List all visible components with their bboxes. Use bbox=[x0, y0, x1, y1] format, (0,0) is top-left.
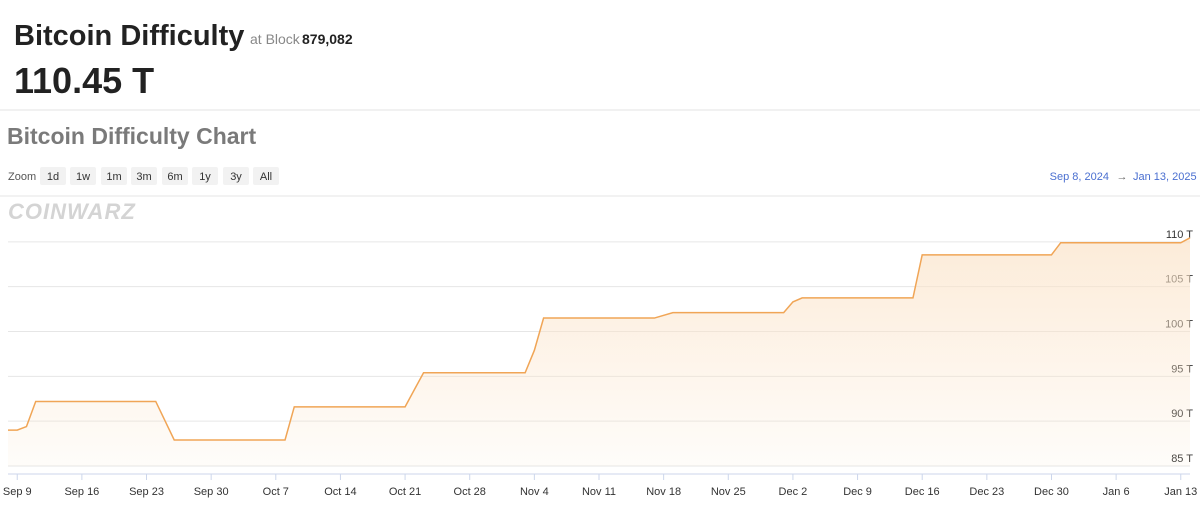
zoom-button[interactable] bbox=[162, 167, 188, 185]
zoom-button[interactable] bbox=[101, 167, 127, 185]
block-number: 879,082 bbox=[302, 31, 353, 47]
x-tick-label: Nov 18 bbox=[646, 486, 681, 498]
x-tick-label: Sep 9 bbox=[3, 486, 32, 498]
x-tick-label: Sep 30 bbox=[194, 486, 229, 498]
page-title: Bitcoin Difficulty bbox=[14, 20, 244, 52]
zoom-button[interactable] bbox=[192, 167, 218, 185]
x-tick-label: Sep 16 bbox=[64, 486, 99, 498]
difficulty-value: 110.45 T bbox=[14, 60, 154, 101]
zoom-button-label[interactable]: 1m bbox=[106, 171, 121, 183]
x-tick-label: Oct 21 bbox=[389, 486, 421, 498]
zoom-button-label[interactable]: 1d bbox=[47, 171, 59, 183]
zoom-button[interactable] bbox=[253, 167, 279, 185]
zoom-button[interactable] bbox=[223, 167, 249, 185]
range-from[interactable]: Sep 8, 2024 bbox=[1050, 171, 1109, 183]
watermark: COINWARZ bbox=[8, 199, 136, 224]
x-tick-label: Oct 14 bbox=[324, 486, 356, 498]
zoom-button-label[interactable]: 3y bbox=[230, 171, 242, 183]
zoom-button-label[interactable]: 1w bbox=[76, 171, 90, 183]
chart-title: Bitcoin Difficulty Chart bbox=[7, 123, 257, 149]
block-prefix: at Block bbox=[250, 31, 301, 47]
zoom-button[interactable] bbox=[131, 167, 157, 185]
x-tick-label: Nov 25 bbox=[711, 486, 746, 498]
range-arrow: → bbox=[1117, 171, 1128, 183]
zoom-button-label[interactable]: 3m bbox=[136, 171, 151, 183]
zoom-button-label[interactable]: 1y bbox=[199, 171, 211, 183]
x-tick-label: Dec 16 bbox=[905, 486, 940, 498]
y-tick-label: 110 T bbox=[1166, 229, 1193, 241]
zoom-label: Zoom bbox=[8, 171, 36, 183]
x-tick-label: Dec 23 bbox=[969, 486, 1004, 498]
zoom-button[interactable] bbox=[40, 167, 66, 185]
range-to[interactable]: Jan 13, 2025 bbox=[1133, 171, 1197, 183]
x-tick-label: Jan 13 bbox=[1164, 486, 1197, 498]
zoom-button-label[interactable]: All bbox=[260, 171, 272, 183]
zoom-button[interactable] bbox=[70, 167, 96, 185]
x-tick-label: Dec 9 bbox=[843, 486, 872, 498]
x-tick-label: Oct 28 bbox=[454, 486, 486, 498]
x-tick-label: Nov 4 bbox=[520, 486, 549, 498]
x-tick-label: Dec 2 bbox=[779, 486, 808, 498]
x-tick-label: Nov 11 bbox=[582, 486, 616, 498]
x-tick-label: Sep 23 bbox=[129, 486, 164, 498]
x-tick-label: Oct 7 bbox=[263, 486, 289, 498]
area bbox=[8, 237, 1190, 466]
zoom-button-label[interactable]: 6m bbox=[167, 171, 182, 183]
x-tick-label: Dec 30 bbox=[1034, 486, 1069, 498]
x-tick-label: Jan 6 bbox=[1103, 486, 1130, 498]
line bbox=[8, 237, 1191, 441]
